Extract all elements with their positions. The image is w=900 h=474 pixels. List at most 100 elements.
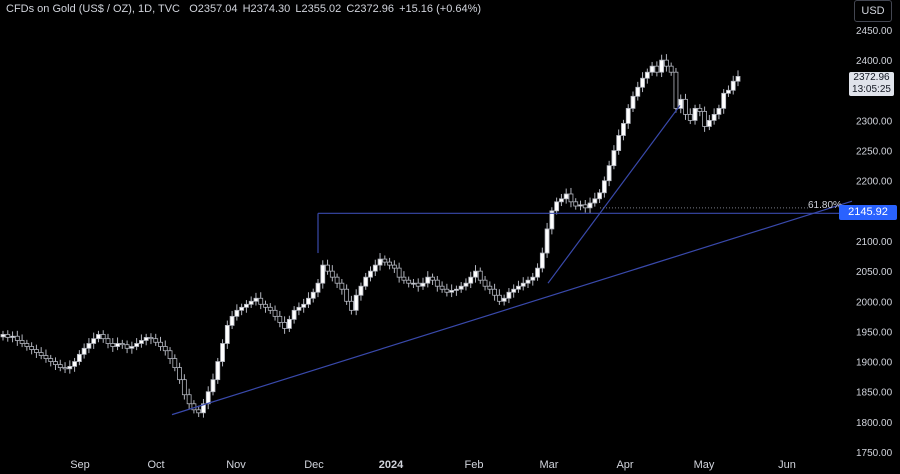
- last-price-tag: 2372.96 13:05:25: [849, 72, 894, 96]
- candle: [115, 337, 120, 351]
- candle: [306, 292, 311, 308]
- candle-body: [463, 282, 469, 287]
- candle: [286, 315, 292, 333]
- candle: [325, 259, 330, 275]
- candle: [468, 271, 474, 289]
- candle-body: [363, 276, 369, 287]
- candle: [57, 359, 63, 372]
- candle: [463, 278, 469, 291]
- candle: [181, 374, 187, 400]
- candle: [310, 288, 316, 303]
- candle: [139, 334, 144, 348]
- candle: [339, 278, 345, 295]
- candle-body: [420, 282, 426, 287]
- candle-body: [601, 180, 607, 194]
- candle: [196, 405, 202, 418]
- candle: [520, 277, 526, 291]
- candle-body: [320, 264, 326, 284]
- candle: [492, 283, 497, 301]
- last-price: 2372.96: [853, 72, 890, 83]
- candle-body: [115, 343, 120, 347]
- y-tick-label: 1750.00: [856, 448, 893, 459]
- candle-body: [415, 282, 421, 287]
- candle-body: [501, 297, 507, 302]
- candle-body: [496, 294, 502, 302]
- candle: [582, 200, 588, 213]
- candle: [10, 331, 15, 343]
- candle: [253, 292, 259, 306]
- candle: [735, 70, 741, 87]
- candle-body: [81, 347, 87, 355]
- candle: [621, 119, 626, 141]
- candle-body: [735, 76, 741, 82]
- candle-body: [539, 252, 545, 269]
- candle: [0, 330, 6, 341]
- candle-body: [616, 135, 622, 151]
- candle-body: [220, 343, 225, 362]
- candle: [48, 354, 54, 367]
- candle: [539, 247, 545, 273]
- currency-button[interactable]: USD: [854, 0, 892, 22]
- candle: [458, 281, 464, 293]
- candle-body: [473, 270, 478, 278]
- candle-body: [597, 192, 602, 200]
- candle-body: [659, 59, 665, 73]
- candle-body: [186, 394, 192, 405]
- x-tick-label: Feb: [465, 459, 484, 471]
- candle-body: [325, 264, 330, 272]
- candle: [19, 334, 25, 348]
- candle-body: [48, 358, 54, 362]
- y-tick-label: 2450.00: [856, 26, 893, 37]
- candle-body: [368, 270, 373, 278]
- countdown: 13:05:25: [852, 84, 891, 95]
- candle-body: [730, 80, 736, 91]
- candle: [501, 294, 507, 306]
- candle: [687, 108, 693, 125]
- candle-body: [673, 71, 679, 109]
- candle-body: [668, 65, 674, 73]
- candle-body: [411, 282, 416, 285]
- candle-body: [458, 285, 464, 290]
- candle-body: [563, 193, 569, 200]
- candle-body: [492, 288, 497, 296]
- candle: [654, 61, 660, 77]
- candle-body: [630, 95, 636, 109]
- candle: [53, 357, 58, 371]
- candle: [391, 260, 397, 273]
- candle-body: [382, 258, 388, 263]
- candle-body: [587, 202, 593, 209]
- fib-level-label: 61.80%: [808, 200, 842, 211]
- candle-body: [105, 338, 111, 344]
- candle: [387, 257, 392, 270]
- candle-body: [568, 193, 574, 203]
- candle: [439, 281, 445, 293]
- candle-body: [162, 346, 168, 352]
- candle-body: [339, 282, 345, 290]
- candle: [186, 388, 192, 410]
- candle: [210, 373, 216, 396]
- candle-body: [315, 282, 321, 293]
- candle-body: [377, 258, 383, 266]
- candle-body: [239, 306, 245, 311]
- candle: [716, 104, 722, 120]
- candle: [67, 360, 73, 374]
- candle: [396, 262, 402, 283]
- candle-body: [396, 267, 402, 278]
- candle: [263, 300, 268, 313]
- candle-body: [387, 261, 392, 266]
- candle-body: [86, 343, 92, 349]
- candle-body: [353, 294, 359, 311]
- candle-body: [10, 335, 15, 338]
- x-tick-label: 2024: [379, 459, 404, 471]
- candle-body: [134, 343, 140, 347]
- candle-body: [721, 92, 727, 109]
- candle: [119, 339, 125, 349]
- candle-body: [334, 276, 340, 284]
- y-tick-label: 1850.00: [856, 388, 893, 399]
- candle-body: [296, 306, 302, 311]
- candle: [148, 333, 154, 345]
- change-value: +15.16 (+0.64%): [399, 3, 482, 15]
- candle: [640, 72, 645, 93]
- candle-body: [57, 364, 63, 369]
